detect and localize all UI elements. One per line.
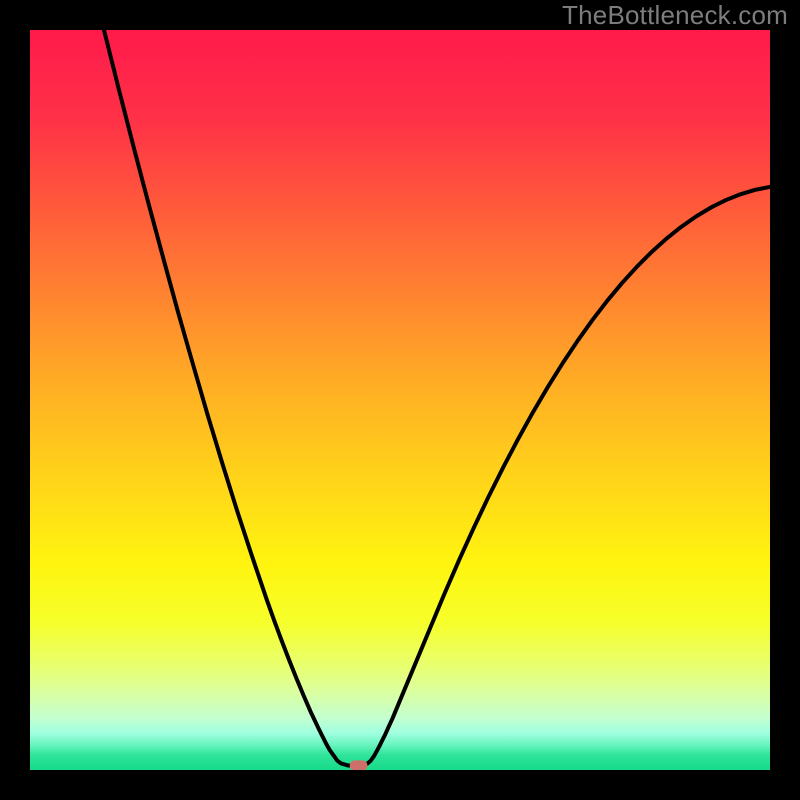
optimum-marker bbox=[350, 760, 368, 770]
watermark-text: TheBottleneck.com bbox=[562, 0, 788, 31]
chart-container: { "watermark": { "text": "TheBottleneck.… bbox=[0, 0, 800, 800]
chart-background-gradient bbox=[30, 30, 770, 770]
bottleneck-chart bbox=[0, 0, 800, 800]
